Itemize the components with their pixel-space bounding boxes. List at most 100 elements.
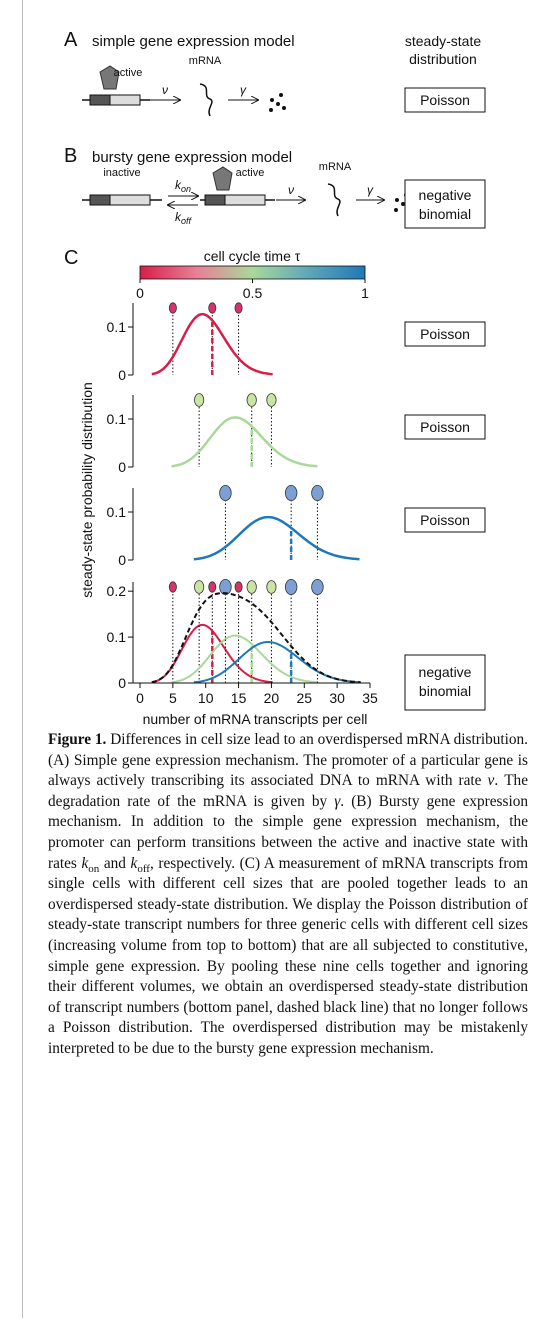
- caption-text: γ: [334, 792, 341, 810]
- distribution-curve: [151, 592, 361, 684]
- y-tick-label: 0.1: [107, 629, 127, 645]
- caption-text: k: [81, 854, 89, 872]
- caption-text: , respectively. (C) A measurement of mRN…: [48, 854, 528, 1057]
- cell-marker: [234, 302, 243, 314]
- label-box: [404, 654, 486, 711]
- caption: Figure 1. Differences in cell size lead …: [48, 730, 528, 1060]
- caption-text: off: [137, 862, 150, 875]
- box-label: Poisson: [420, 326, 470, 342]
- y-tick-label: 0: [118, 367, 126, 383]
- colorbar: [139, 265, 366, 280]
- y-tick-label: 0.1: [107, 411, 127, 427]
- y-tick-label: 0.1: [107, 504, 127, 520]
- column-title: distribution: [409, 51, 477, 67]
- caption-text: ν: [487, 772, 495, 790]
- x-tick-label: 10: [198, 690, 214, 706]
- gene-diagram: [82, 166, 411, 217]
- x-axis-label: number of mRNA transcripts per cell: [143, 711, 368, 727]
- y-tick-label: 0: [118, 459, 126, 475]
- x-tick-label: 0: [136, 690, 144, 706]
- rate-label: koff: [175, 210, 193, 226]
- cell-marker: [168, 302, 177, 314]
- y-tick-label: 0.2: [107, 583, 127, 599]
- panel-title: simple gene expression model: [92, 33, 295, 50]
- label-box: [404, 414, 486, 440]
- cell-marker: [284, 484, 298, 501]
- rate-label: ν: [288, 183, 294, 197]
- label: inactive: [103, 167, 140, 179]
- x-tick-label: 5: [169, 690, 177, 706]
- box-label: negative: [419, 187, 472, 203]
- rate-subscript: off: [181, 216, 193, 226]
- caption-text: . The degradation rate of the mRNA is gi…: [48, 772, 528, 810]
- box-label: negative: [419, 664, 472, 680]
- cell-marker: [219, 484, 232, 501]
- rate-label: k: [175, 210, 182, 224]
- frame-line: [22, 0, 23, 1318]
- colorbar-tick-label: 1: [361, 285, 369, 301]
- label: active: [114, 67, 143, 79]
- rate-label: γ: [367, 183, 374, 197]
- label: mRNA: [319, 161, 352, 173]
- caption-text: Differences in cell size lead to an over…: [48, 731, 528, 790]
- distribution-curve: [193, 641, 360, 684]
- rate-label: k: [175, 178, 182, 192]
- label-box: [404, 179, 486, 229]
- cell-marker: [208, 302, 217, 314]
- x-tick-label: 35: [362, 690, 378, 706]
- cell-marker: [311, 579, 324, 596]
- distribution-curve: [193, 515, 360, 561]
- rate-subscript: on: [181, 184, 191, 194]
- colorbar-tick-label: 0: [136, 285, 144, 301]
- cell-marker: [311, 484, 324, 501]
- rate-label: γ: [240, 83, 247, 97]
- panel-letter: C: [64, 247, 78, 269]
- box-label: Poisson: [420, 419, 470, 435]
- cell-marker: [284, 579, 298, 596]
- distribution-curve: [151, 312, 273, 376]
- distribution-curve: [171, 416, 318, 468]
- x-tick-label: 15: [231, 690, 247, 706]
- cell-marker: [266, 580, 277, 594]
- cell-marker: [246, 393, 257, 407]
- cell-marker: [219, 579, 232, 596]
- box-label: Poisson: [420, 92, 470, 108]
- label-box: [404, 507, 486, 533]
- caption-text: Figure 1.: [48, 731, 107, 748]
- label-box: [404, 87, 486, 113]
- x-tick-label: 30: [329, 690, 345, 706]
- cell-marker: [246, 580, 257, 594]
- rate-label: ν: [162, 83, 168, 97]
- colorbar-tick-label: 0.5: [243, 285, 263, 301]
- cell-marker: [168, 581, 177, 593]
- caption-text: on: [88, 862, 100, 875]
- caption-text: and: [99, 854, 131, 872]
- box-label: binomial: [419, 206, 471, 222]
- panel-title: bursty gene expression model: [92, 149, 292, 166]
- caption-text: . (B) Bursty gene expression mechanism. …: [48, 792, 528, 872]
- y-axis-label: steady-state probability distribution: [79, 382, 95, 598]
- caption-text: k: [130, 854, 138, 872]
- label-box: [404, 321, 486, 347]
- cell-marker: [194, 580, 205, 594]
- cell-marker: [194, 393, 205, 407]
- cell-marker: [208, 581, 217, 593]
- cell-marker: [266, 393, 277, 407]
- panel-letter: B: [64, 145, 77, 167]
- x-tick-label: 20: [264, 690, 280, 706]
- label: mRNA: [189, 55, 222, 67]
- colorbar-title: cell cycle time τ: [204, 248, 301, 264]
- y-tick-label: 0: [118, 675, 126, 691]
- distribution-curve: [171, 634, 318, 684]
- box-label: binomial: [419, 683, 471, 699]
- figure: A simple gene expression model steady-st…: [64, 29, 486, 727]
- cell-marker: [234, 581, 243, 593]
- label: active: [236, 167, 265, 179]
- gene-diagram: [82, 65, 286, 117]
- column-title: steady-state: [405, 33, 481, 49]
- panel-letter: A: [64, 29, 78, 51]
- rate-label: kon: [175, 178, 191, 194]
- x-tick-label: 25: [296, 690, 312, 706]
- y-tick-label: 0.1: [107, 319, 127, 335]
